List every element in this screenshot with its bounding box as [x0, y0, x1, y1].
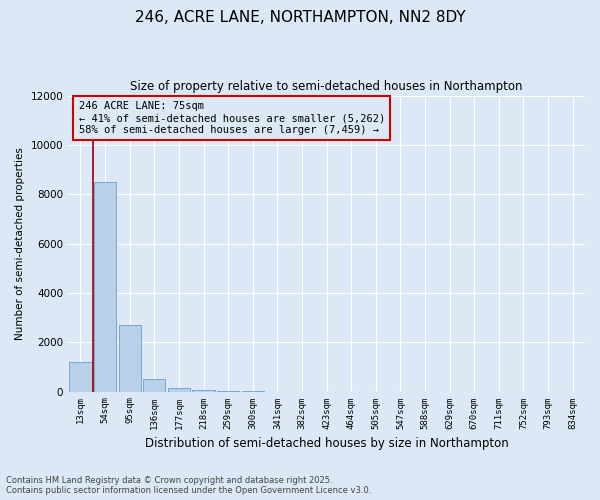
X-axis label: Distribution of semi-detached houses by size in Northampton: Distribution of semi-detached houses by … — [145, 437, 508, 450]
Bar — [94, 182, 116, 392]
Y-axis label: Number of semi-detached properties: Number of semi-detached properties — [15, 147, 25, 340]
Text: Contains HM Land Registry data © Crown copyright and database right 2025.
Contai: Contains HM Land Registry data © Crown c… — [6, 476, 371, 495]
Bar — [143, 379, 166, 392]
Text: 246, ACRE LANE, NORTHAMPTON, NN2 8DY: 246, ACRE LANE, NORTHAMPTON, NN2 8DY — [134, 10, 466, 25]
Bar — [70, 362, 92, 392]
Bar — [193, 390, 215, 392]
Title: Size of property relative to semi-detached houses in Northampton: Size of property relative to semi-detach… — [130, 80, 523, 93]
Bar — [168, 388, 190, 392]
Bar — [119, 325, 141, 392]
Text: 246 ACRE LANE: 75sqm
← 41% of semi-detached houses are smaller (5,262)
58% of se: 246 ACRE LANE: 75sqm ← 41% of semi-detac… — [79, 102, 385, 134]
